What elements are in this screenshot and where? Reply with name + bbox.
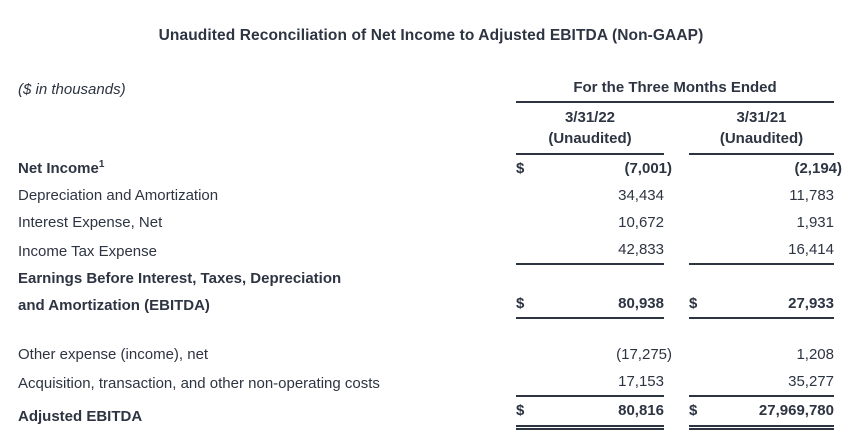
row-values-col2: (2,194) xyxy=(689,155,842,182)
row-label: Net Income1 xyxy=(18,159,105,178)
row-values-col2: 1,208 xyxy=(689,341,834,368)
table-row: Adjusted EBITDA $ 80,816 $ 27,969,780 xyxy=(18,397,834,430)
row-values-col1: 42,833 xyxy=(516,236,664,265)
column-header-status-2: (Unaudited) xyxy=(689,127,834,155)
row-values-col2: $ 27,933 xyxy=(689,290,834,319)
value-col1: 34,434 xyxy=(618,187,664,204)
value-col1: 10,672 xyxy=(618,214,664,231)
row-values-col2: 11,783 xyxy=(689,182,834,209)
table-row: Interest Expense, Net 10,672 1,931 xyxy=(18,209,834,236)
table-body: Net Income1 $ (7,001) (2,194) Depreciati… xyxy=(18,155,842,430)
value-col2: 1,208 xyxy=(796,346,834,363)
value-col2: 11,783 xyxy=(789,187,834,204)
value-col2: 16,414 xyxy=(788,241,834,258)
row-values-col1: 34,434 xyxy=(516,182,664,209)
value-col1: (7,001) xyxy=(624,160,672,177)
currency-symbol-col1: $ xyxy=(516,295,525,312)
currency-symbol-col1: $ xyxy=(516,402,525,419)
row-label: Other expense (income), net xyxy=(18,346,209,363)
row-label: Acquisition, transaction, and other non-… xyxy=(18,375,380,392)
value-col1: 42,833 xyxy=(618,241,664,258)
row-label: Interest Expense, Net xyxy=(18,214,163,231)
table-row: Other expense (income), net (17,275) 1,2… xyxy=(18,341,834,368)
units-note: ($ in thousands) xyxy=(18,81,126,98)
row-values-col1: $ (7,001) xyxy=(516,155,672,182)
table-row: Depreciation and Amortization 34,434 11,… xyxy=(18,182,834,209)
row-values-col1: (17,275) xyxy=(516,341,672,368)
value-col1: 80,938 xyxy=(618,295,664,312)
reconciliation-table: ($ in thousands) For the Three Months En… xyxy=(18,79,842,430)
row-values-col1: $ 80,816 xyxy=(516,397,664,430)
row-values-col2: $ 27,969,780 xyxy=(689,397,834,430)
table-header-status-row: (Unaudited) (Unaudited) xyxy=(18,127,834,155)
currency-symbol-col2: $ xyxy=(689,295,698,312)
table-row: Net Income1 $ (7,001) (2,194) xyxy=(18,155,842,182)
currency-symbol-col1: $ xyxy=(516,160,525,177)
value-col1: 80,816 xyxy=(618,402,664,419)
row-label: Depreciation and Amortization xyxy=(18,187,219,204)
value-col1: (17,275) xyxy=(616,346,672,363)
table-header-dates-row: 3/31/22 3/31/21 xyxy=(18,103,834,127)
column-header-date-2: 3/31/21 xyxy=(736,109,787,126)
row-values-col1: 10,672 xyxy=(516,209,664,236)
table-row: Earnings Before Interest, Taxes, Depreci… xyxy=(18,265,834,319)
column-header-date-1: 3/31/22 xyxy=(564,109,616,126)
row-values-col1: $ 80,938 xyxy=(516,290,664,319)
value-col2: 27,969,780 xyxy=(758,402,834,419)
row-values-col1: 17,153 xyxy=(516,368,664,397)
column-header-status-1: (Unaudited) xyxy=(516,127,664,155)
row-label: Adjusted EBITDA xyxy=(18,408,143,425)
value-col1: 17,153 xyxy=(618,373,664,390)
row-label: Earnings Before Interest, Taxes, Depreci… xyxy=(18,270,342,314)
row-values-col2: 16,414 xyxy=(689,236,834,265)
value-col2: 27,933 xyxy=(788,295,834,312)
table-row: Income Tax Expense 42,833 16,414 xyxy=(18,236,834,265)
row-values-col2: 1,931 xyxy=(689,209,834,236)
row-label: Income Tax Expense xyxy=(18,243,157,260)
period-header: For the Three Months Ended xyxy=(516,79,834,103)
table-row: Acquisition, transaction, and other non-… xyxy=(18,368,834,397)
currency-symbol-col2: $ xyxy=(689,402,698,419)
page-title: Unaudited Reconciliation of Net Income t… xyxy=(158,27,704,44)
value-col2: 1,931 xyxy=(796,214,834,231)
value-col2: (2,194) xyxy=(794,160,842,177)
table-header-period-row: ($ in thousands) For the Three Months En… xyxy=(18,79,834,103)
row-values-col2: 35,277 xyxy=(689,368,834,397)
value-col2: 35,277 xyxy=(788,373,834,390)
